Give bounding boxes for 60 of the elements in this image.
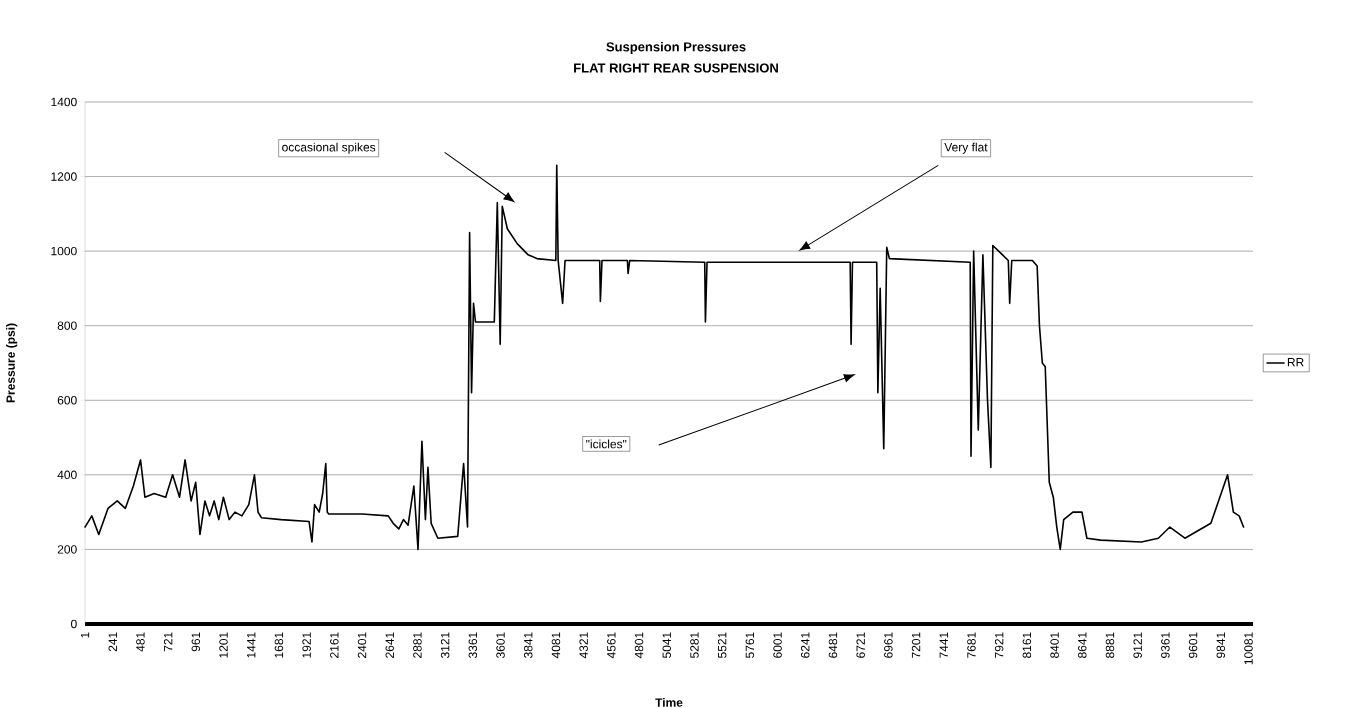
y-tick-label: 1400 bbox=[51, 97, 77, 107]
x-tick-label: 6721 bbox=[856, 632, 865, 658]
y-tick-label: 400 bbox=[57, 470, 77, 480]
annotation: occasional spikes bbox=[282, 142, 376, 154]
x-tick-label: 3121 bbox=[440, 632, 450, 659]
y-tick-label: 200 bbox=[57, 545, 77, 554]
x-tick-label: 10081 bbox=[1244, 632, 1253, 665]
x-tick-label: 6001 bbox=[773, 632, 782, 658]
x-tick-label: 9361 bbox=[1161, 632, 1170, 658]
x-tick-label: 1681 bbox=[274, 632, 284, 658]
x-tick-label: 1921 bbox=[302, 632, 311, 658]
x-tick-label: 9841 bbox=[1216, 632, 1226, 658]
y-tick-label: 800 bbox=[57, 321, 77, 330]
x-tick-label: 8401 bbox=[1050, 632, 1059, 658]
x-tick-label: 3841 bbox=[524, 632, 533, 659]
x-tick-label: 2401 bbox=[357, 632, 367, 658]
x-tick-label: 241 bbox=[108, 632, 117, 652]
y-tick-label: 1000 bbox=[51, 246, 77, 256]
x-tick-label: 3361 bbox=[468, 632, 478, 659]
x-tick-label: 1201 bbox=[219, 632, 228, 658]
y-tick-label: 0 bbox=[71, 619, 77, 629]
x-tick-label: 7441 bbox=[939, 632, 948, 658]
legend-label: RR bbox=[1287, 358, 1304, 367]
y-tick-label: 1200 bbox=[51, 172, 77, 181]
x-tick-label: 9121 bbox=[1133, 632, 1142, 658]
chart-subtitle: FLAT RIGHT REAR SUSPENSION bbox=[574, 63, 778, 73]
x-tick-label: 8161 bbox=[1022, 632, 1032, 658]
x-tick-label: 721 bbox=[163, 632, 173, 652]
x-axis-title: Time bbox=[655, 697, 683, 707]
x-tick-label: 1441 bbox=[247, 632, 256, 658]
x-tick-label: 2161 bbox=[330, 632, 339, 658]
x-tick-label: 7921 bbox=[994, 632, 1004, 658]
x-tick-label: 6241 bbox=[801, 632, 810, 658]
line-series bbox=[84, 164, 1245, 551]
x-tick-label: 1 bbox=[80, 632, 90, 638]
chart-title: Suspension Pressures bbox=[606, 41, 746, 55]
x-tick-label: 5521 bbox=[717, 632, 727, 658]
annotation: Very flat bbox=[944, 142, 988, 154]
x-tick-label: 8641 bbox=[1078, 632, 1087, 658]
x-tick-label: 6961 bbox=[884, 632, 893, 658]
x-tick-label: 3601 bbox=[496, 632, 505, 659]
x-tick-label: 9601 bbox=[1188, 632, 1198, 658]
x-tick-label: 5281 bbox=[690, 632, 699, 658]
x-tick-label: 4081 bbox=[551, 632, 561, 659]
x-tick-label: 6481 bbox=[828, 632, 838, 658]
y-axis-title: Pressure (psi) bbox=[6, 323, 18, 403]
x-tick-label: 4801 bbox=[634, 632, 644, 659]
x-tick-label: 2641 bbox=[385, 632, 394, 658]
annotation: "icicles" bbox=[586, 439, 627, 449]
x-tick-label: 481 bbox=[136, 632, 145, 652]
x-tick-label: 5041 bbox=[662, 632, 671, 658]
x-tick-label: 961 bbox=[191, 632, 201, 652]
x-tick-label: 4561 bbox=[607, 632, 616, 659]
x-tick-label: 7201 bbox=[911, 632, 921, 658]
x-tick-label: 5761 bbox=[745, 632, 755, 658]
x-tick-label: 2881 bbox=[413, 632, 422, 658]
x-tick-label: 4321 bbox=[579, 632, 588, 659]
x-tick-label: 7681 bbox=[967, 632, 976, 658]
x-tick-label: 8881 bbox=[1105, 632, 1115, 658]
y-tick-label: 600 bbox=[57, 396, 77, 405]
